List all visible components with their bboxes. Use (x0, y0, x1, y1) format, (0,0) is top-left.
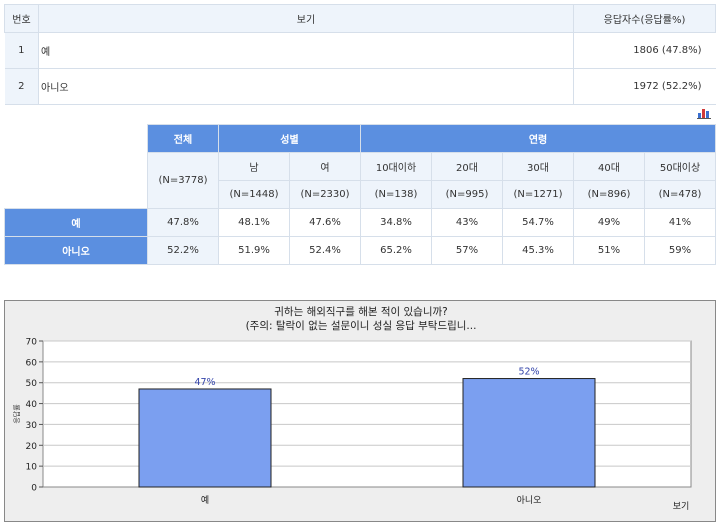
answer-num: 2 (4, 68, 39, 105)
cell-value: 41% (643, 208, 717, 237)
answer-row: 2 아니오 1972 (52.2%) (4, 68, 716, 105)
subgroup-label: 40대 (573, 152, 645, 181)
cell-value: 43% (431, 208, 503, 237)
group-age: 연령 (359, 124, 717, 153)
cell-value: 52.4% (289, 236, 361, 265)
total-n: (N=3778) (147, 152, 219, 209)
y-tick-label: 40 (26, 400, 38, 410)
cell-value: 51.9% (218, 236, 290, 265)
y-tick-label: 60 (26, 358, 38, 368)
subgroup-label: 여 (289, 152, 361, 181)
y-tick-label: 50 (26, 379, 38, 389)
corner-blank (4, 180, 148, 209)
answer-label: 아니오 (38, 68, 574, 105)
y-tick-label: 10 (26, 463, 38, 473)
cell-value: 59% (643, 236, 717, 265)
answer-row: 1 예 1806 (47.8%) (4, 32, 716, 69)
group-total: 전체 (147, 124, 219, 153)
cell-value: 45.3% (502, 236, 574, 265)
cell-value: 51% (573, 236, 645, 265)
chart-subtitle: (주의: 탈락이 없는 설문이니 성실 응답 부탁드립니... (245, 320, 477, 332)
subgroup-n: (N=1448) (218, 180, 290, 209)
row-label: 예 (4, 208, 148, 237)
y-axis-label: 응답률 (12, 404, 21, 424)
x-axis-label: 보기 (673, 501, 690, 512)
y-tick-label: 30 (26, 421, 38, 431)
subgroup-n: (N=1271) (502, 180, 574, 209)
cell-value: 54.7% (502, 208, 574, 237)
subgroup-label: 남 (218, 152, 290, 181)
bar-chart-icon[interactable] (697, 107, 711, 119)
cell-value: 57% (431, 236, 503, 265)
data-label: 47% (194, 377, 215, 388)
answer-table: 번호 보기 응답자수(응답률%) 1 예 1806 (47.8%) 2 아니오 … (4, 4, 716, 105)
subgroup-n: (N=478) (643, 180, 717, 209)
chart-title-block: 귀하는 해외직구를 해본 적이 있습니까? (주의: 탈락이 없는 설문이니 성… (5, 305, 717, 333)
answer-table-header: 번호 보기 응답자수(응답률%) (4, 4, 716, 33)
answer-count: 1806 (47.8%) (573, 32, 716, 69)
header-option: 보기 (38, 4, 574, 33)
crosstab-table: 전체 성별 연령 (N=3778) 남 여 10대이하 20대 30대 40대 … (4, 124, 717, 265)
bar (462, 378, 596, 488)
subgroup-n: (N=2330) (289, 180, 361, 209)
subgroup-n: (N=896) (573, 180, 645, 209)
cell-value: 65.2% (360, 236, 432, 265)
cell-value: 48.1% (218, 208, 290, 237)
bar-chart: 귀하는 해외직구를 해본 적이 있습니까? (주의: 탈락이 없는 설문이니 성… (4, 300, 716, 522)
subgroup-n: (N=138) (360, 180, 432, 209)
cell-value: 49% (573, 208, 645, 237)
answer-count: 1972 (52.2%) (573, 68, 716, 105)
crosstab-row: 아니오 52.2% 51.9% 52.4% 65.2% 57% 45.3% 51… (4, 236, 717, 265)
x-tick-label: 아니오 (517, 495, 542, 506)
subgroup-label: 20대 (431, 152, 503, 181)
header-count: 응답자수(응답률%) (573, 4, 716, 33)
corner-blank (4, 124, 148, 153)
x-tick-label: 예 (201, 495, 209, 506)
answer-label: 예 (38, 32, 574, 69)
y-tick-label: 20 (26, 442, 38, 452)
group-gender: 성별 (218, 124, 361, 153)
bar (138, 388, 272, 488)
answer-num: 1 (4, 32, 39, 69)
corner-blank (4, 152, 148, 181)
y-tick-label: 70 (26, 338, 38, 348)
cell-value: 47.6% (289, 208, 361, 237)
subgroup-label: 30대 (502, 152, 574, 181)
row-label: 아니오 (4, 236, 148, 265)
subgroup-n: (N=995) (431, 180, 503, 209)
data-label: 52% (518, 367, 539, 378)
row-total: 47.8% (147, 208, 219, 237)
header-num: 번호 (4, 4, 39, 33)
cell-value: 34.8% (360, 208, 432, 237)
crosstab-row: 예 47.8% 48.1% 47.6% 34.8% 43% 54.7% 49% … (4, 208, 717, 237)
y-tick-label: 0 (31, 484, 37, 494)
chart-title: 귀하는 해외직구를 해본 적이 있습니까? (274, 306, 448, 318)
subgroup-label: 50대이상 (643, 152, 717, 181)
row-total: 52.2% (147, 236, 219, 265)
subgroup-label: 10대이하 (360, 152, 432, 181)
